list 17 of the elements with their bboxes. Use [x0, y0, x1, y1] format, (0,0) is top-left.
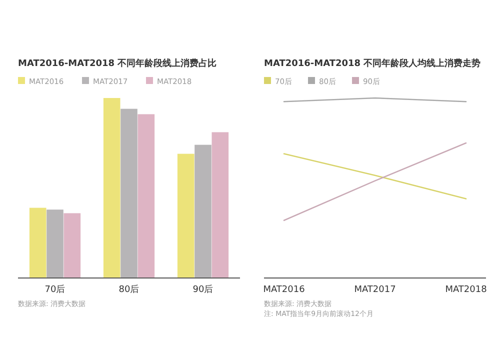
bar — [138, 114, 155, 278]
chart-title: MAT2016-MAT2018 不同年龄段人均线上消费走势 — [264, 58, 481, 69]
bar — [103, 98, 120, 278]
x-tick-label: 80后 — [118, 284, 140, 295]
bar — [64, 213, 81, 278]
bar — [29, 208, 46, 278]
bar — [194, 144, 212, 278]
bar — [212, 132, 229, 278]
bar — [46, 210, 64, 278]
bar — [177, 154, 194, 278]
x-tick-label: MAT2017 — [354, 285, 396, 295]
x-tick-label: MAT2018 — [445, 285, 488, 295]
bar — [120, 108, 138, 278]
x-tick-label: 90后 — [192, 284, 214, 295]
x-tick-label: 70后 — [44, 284, 66, 295]
chart-title: MAT2016-MAT2018 不同年龄段线上消费占比 — [18, 58, 217, 69]
x-tick-label: MAT2016 — [263, 285, 306, 295]
